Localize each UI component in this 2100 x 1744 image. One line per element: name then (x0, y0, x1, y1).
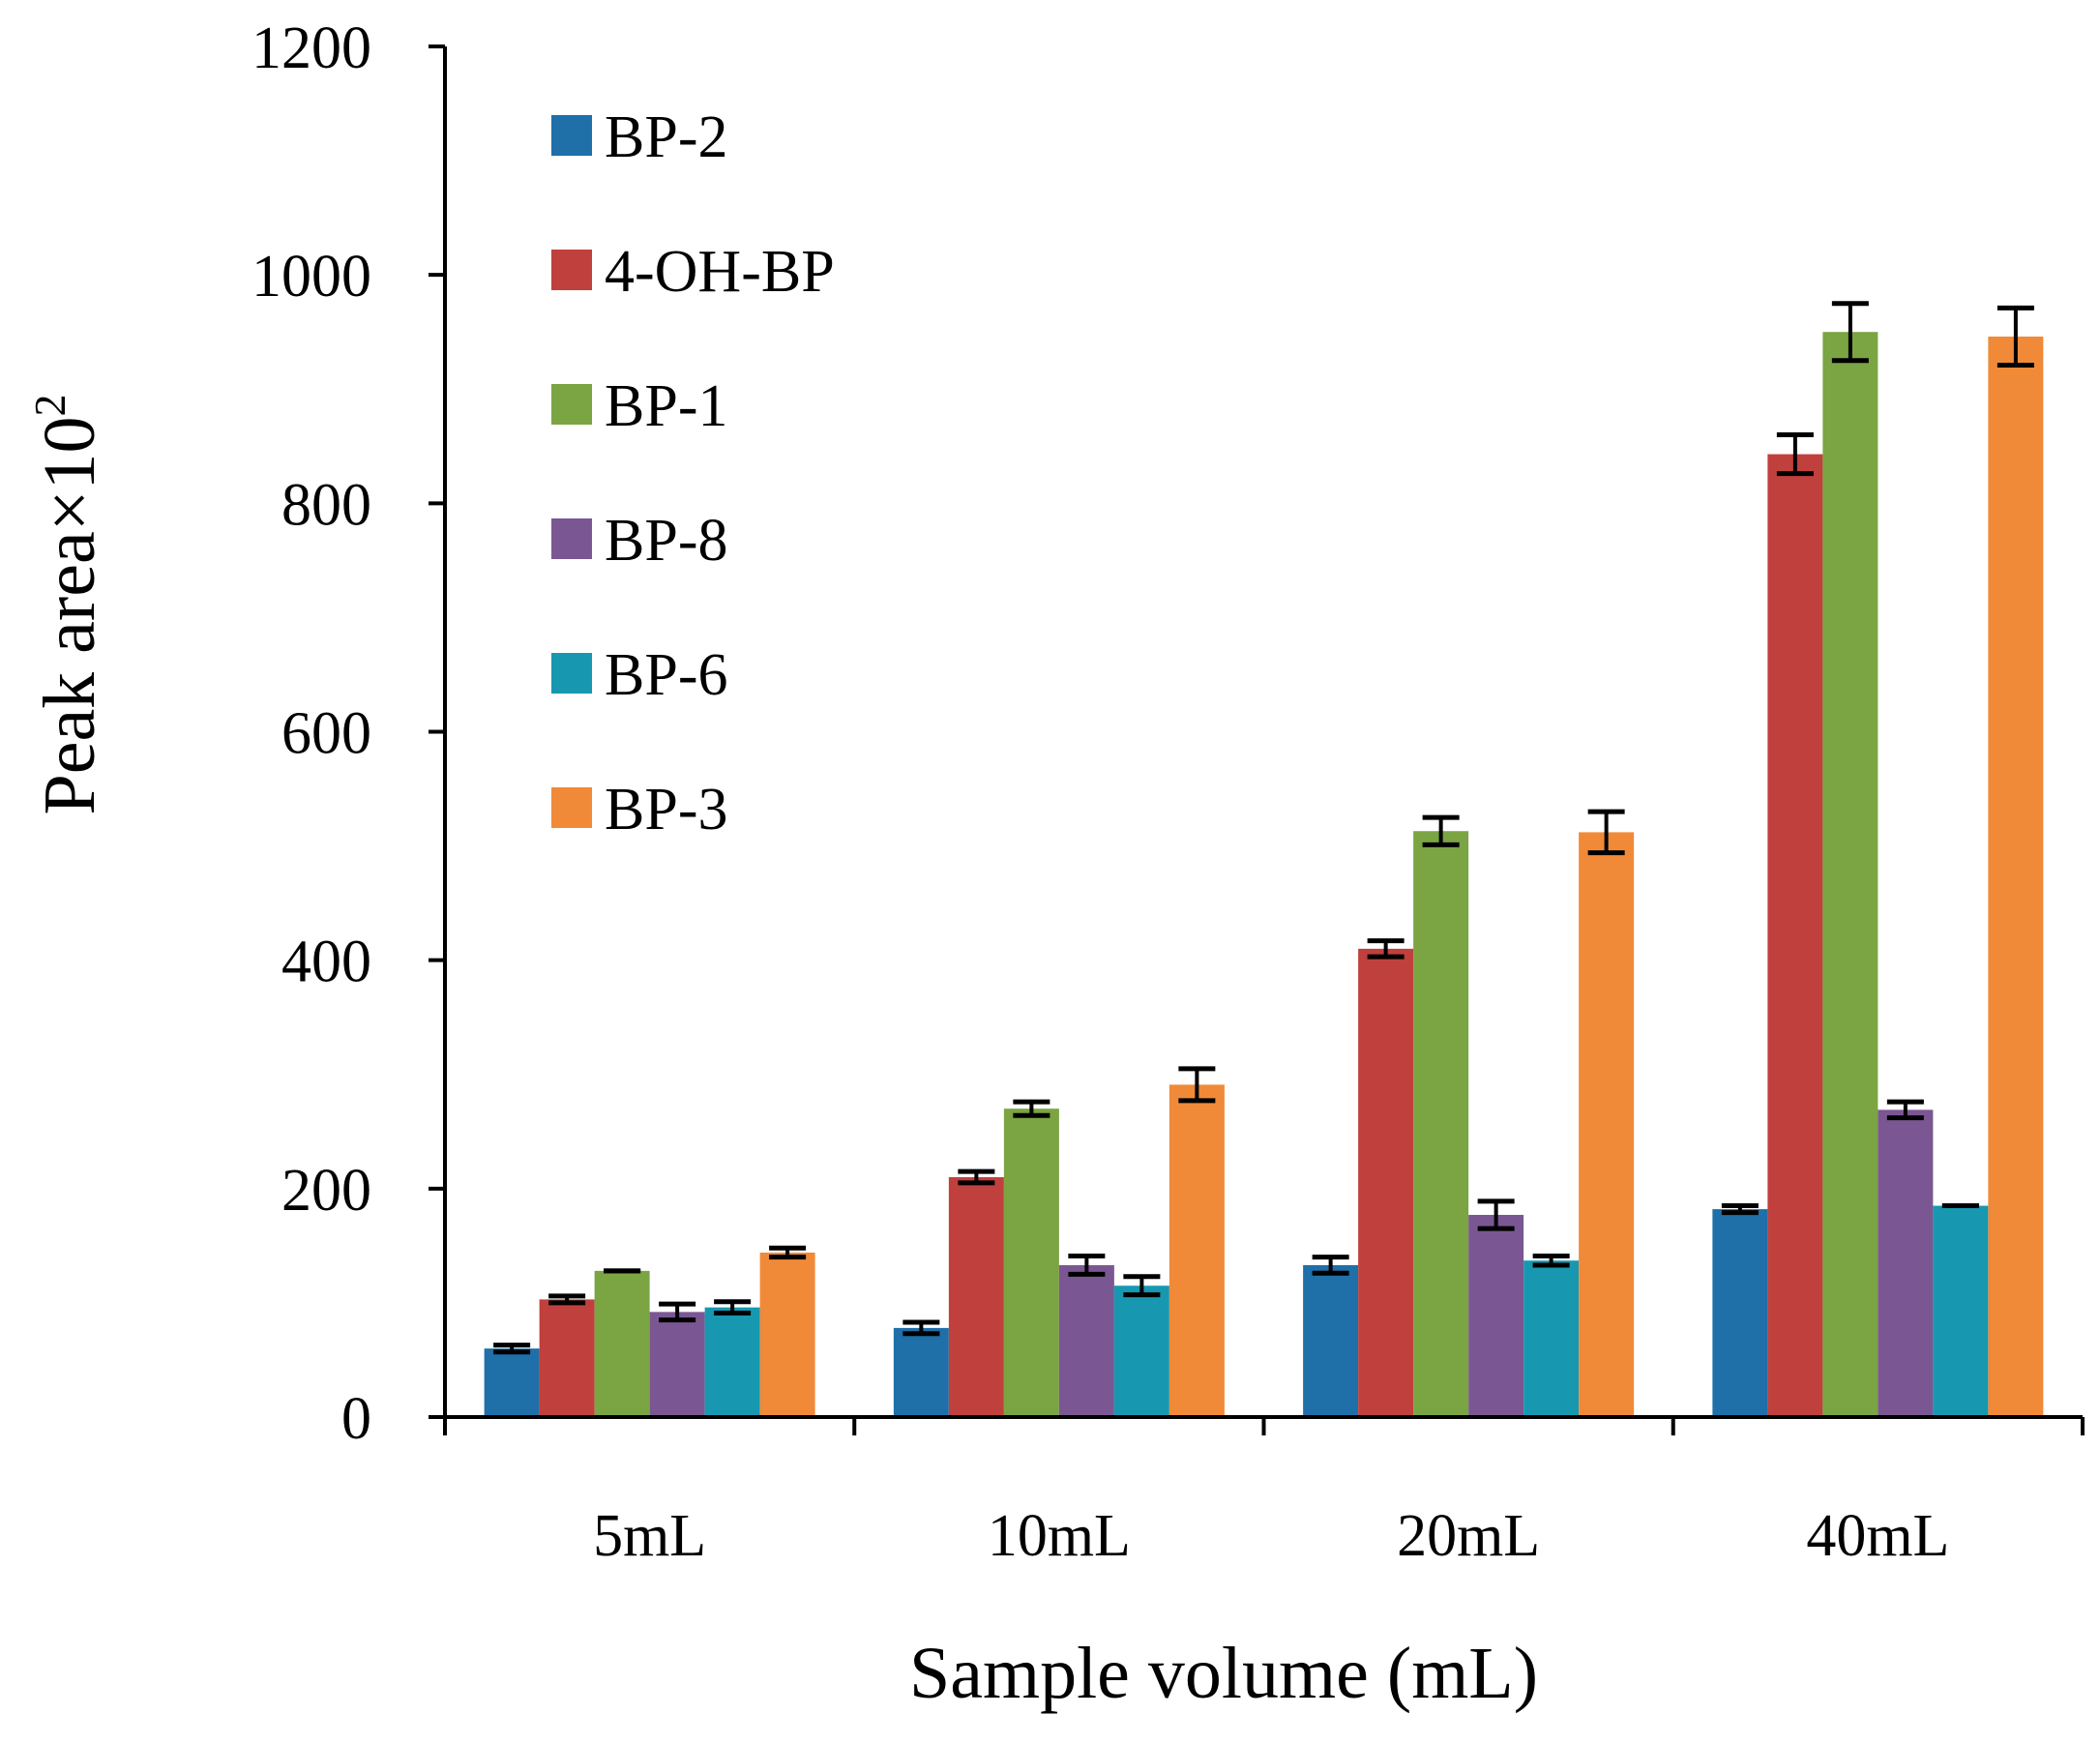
bar-4-oh-bp-10ml (948, 1177, 1004, 1417)
bar-4-oh-bp-20ml (1358, 948, 1414, 1417)
legend-item: BP-1 (551, 373, 727, 439)
error-bars-layer (493, 301, 2034, 1355)
bar-bp-6-20ml (1523, 1260, 1580, 1417)
x-axis-title: Sample volume (mL) (909, 1633, 1538, 1714)
bar-bp-3-10ml (1168, 1084, 1225, 1417)
error-bar-bp-3-5ml (769, 1245, 807, 1260)
x-category-label: 5mL (593, 1503, 706, 1569)
y-axis-title-exponent: 2 (25, 394, 74, 416)
legend: BP-2 4-OH-BP BP-1 BP-8 BP-6 BP-3 (551, 104, 835, 842)
error-bar-bp-8-20ml (1477, 1198, 1515, 1231)
bar-bp-1-20ml (1413, 831, 1469, 1417)
error-bar-4-oh-bp-20ml (1367, 938, 1405, 960)
y-ticks: 0 200 400 600 800 1000 1200 (251, 15, 445, 1452)
legend-label: BP-6 (605, 642, 727, 708)
bar-bp-6-10ml (1113, 1286, 1169, 1417)
legend-item: 4-OH-BP (551, 239, 835, 305)
error-bar-bp-2-20ml (1312, 1255, 1349, 1276)
error-bar-bp-8-40ml (1886, 1099, 1924, 1121)
error-bar-4-oh-bp-40ml (1776, 431, 1814, 477)
bar-bp-2-20ml (1303, 1264, 1359, 1417)
bar-bp-2-10ml (893, 1327, 949, 1417)
y-tick-label: 1200 (251, 15, 371, 81)
bar-bp-1-5ml (594, 1270, 650, 1417)
bar-bp-8-5ml (649, 1312, 705, 1417)
error-bar-bp-6-10ml (1123, 1274, 1161, 1298)
legend-item: BP-8 (551, 508, 727, 574)
error-bar-bp-3-10ml (1178, 1066, 1216, 1104)
bar-bp-8-40ml (1878, 1109, 1934, 1417)
y-tick-label: 800 (281, 472, 371, 538)
y-axis-title: Peak area×102 (25, 394, 110, 814)
error-bar-bp-2-5ml (493, 1343, 531, 1355)
error-bar-bp-6-5ml (714, 1299, 752, 1316)
legend-swatch (551, 653, 592, 694)
error-bar-bp-3-20ml (1587, 809, 1625, 856)
legend-item: BP-2 (551, 104, 727, 170)
bar-bp-2-40ml (1712, 1209, 1768, 1417)
y-tick-label: 1000 (251, 244, 371, 310)
bar-bp-1-10ml (1003, 1108, 1059, 1417)
x-ticks: 5mL 10mL 20mL 40mL (443, 1417, 2085, 1569)
error-bar-bp-1-20ml (1422, 814, 1460, 847)
x-category-label: 40mL (1806, 1503, 1949, 1569)
legend-label: BP-2 (605, 104, 727, 170)
legend-swatch (551, 250, 592, 290)
error-bar-bp-2-10ml (902, 1319, 940, 1337)
bar-bp-6-5ml (704, 1307, 760, 1417)
y-tick-label: 400 (281, 930, 371, 995)
bar-4-oh-bp-5ml (539, 1299, 595, 1417)
bar-bp-1-40ml (1822, 332, 1878, 1417)
legend-label: BP-3 (605, 777, 727, 842)
bar-bp-2-5ml (484, 1348, 540, 1417)
x-category-label: 10mL (988, 1503, 1131, 1569)
error-bar-4-oh-bp-10ml (958, 1168, 995, 1186)
legend-swatch (551, 384, 592, 425)
bar-bp-8-20ml (1468, 1214, 1524, 1417)
error-bar-bp-1-40ml (1831, 301, 1869, 364)
bar-bp-3-20ml (1579, 832, 1635, 1417)
bars-layer (484, 332, 2044, 1418)
legend-item: BP-6 (551, 642, 727, 708)
legend-label: BP-1 (605, 373, 727, 439)
legend-swatch (551, 518, 592, 559)
bar-bp-8-10ml (1058, 1264, 1114, 1417)
bar-bp-3-5ml (759, 1252, 815, 1417)
bar-bp-6-40ml (1933, 1205, 1989, 1417)
y-tick-label: 200 (281, 1158, 371, 1224)
error-bar-bp-1-10ml (1013, 1099, 1050, 1118)
legend-label: BP-8 (605, 508, 727, 574)
x-category-label: 20mL (1397, 1503, 1540, 1569)
y-axis-title-text: Peak area×10 (29, 416, 110, 814)
legend-item: BP-3 (551, 777, 727, 842)
legend-swatch (551, 787, 592, 828)
legend-swatch (551, 115, 592, 156)
error-bar-bp-6-20ml (1532, 1254, 1570, 1268)
error-bar-bp-2-40ml (1721, 1203, 1759, 1216)
bar-bp-3-40ml (1988, 336, 2044, 1418)
bar-4-oh-bp-40ml (1767, 454, 1823, 1417)
error-bar-bp-3-40ml (1996, 305, 2034, 368)
error-bar-4-oh-bp-5ml (548, 1293, 586, 1306)
y-tick-label: 600 (281, 701, 371, 767)
y-tick-label: 0 (341, 1386, 371, 1452)
error-bar-bp-8-5ml (659, 1301, 696, 1323)
error-bar-bp-8-10ml (1068, 1254, 1106, 1277)
legend-label: 4-OH-BP (605, 239, 835, 305)
